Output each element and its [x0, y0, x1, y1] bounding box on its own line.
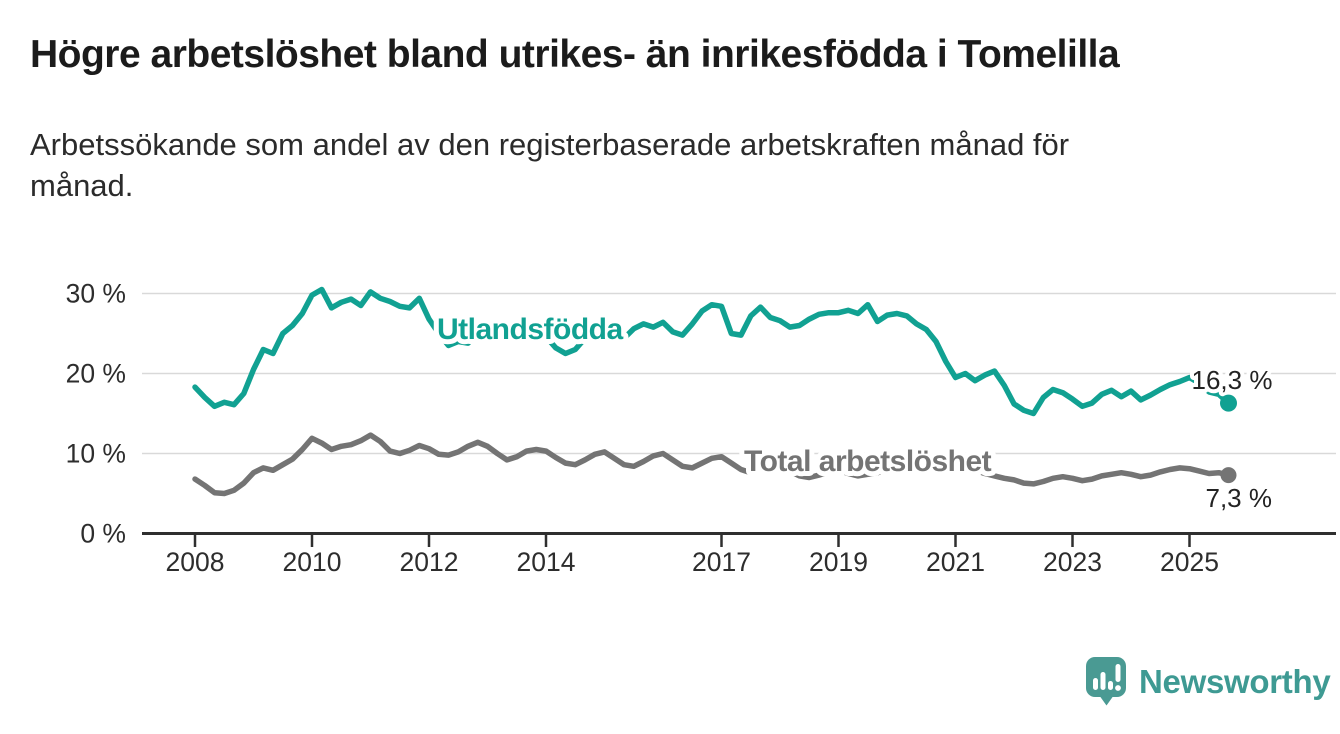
x-axis-label-2023: 2023 — [1043, 547, 1102, 577]
x-axis-label-2010: 2010 — [283, 547, 342, 577]
end-value-label-utlandsfodda: 16,3 % — [1192, 365, 1273, 395]
end-dot-utlandsfodda — [1220, 394, 1237, 412]
x-axis-label-2014: 2014 — [517, 547, 576, 577]
x-axis-label-2019: 2019 — [809, 547, 868, 577]
chart-subtitle-line2: månad. — [30, 168, 134, 203]
newsworthy-logo-text: Newsworthy — [1139, 663, 1331, 700]
chart-subtitle-line1: Arbetssökande som andel av den registerb… — [30, 127, 1070, 162]
x-axis-label-2021: 2021 — [926, 547, 985, 577]
end-dot-total — [1220, 467, 1237, 484]
series-line-utlandsfodda — [192, 286, 1232, 417]
series-label-utlandsfodda: Utlandsfödda — [437, 313, 623, 346]
series-label-total: Total arbetslöshet — [744, 445, 992, 478]
x-axis-label-2012: 2012 — [400, 547, 459, 577]
y-axis-label-20: 20 % — [66, 359, 126, 389]
chart-title: Högre arbetslöshet bland utrikes- än inr… — [30, 33, 1120, 76]
series-line-total — [192, 432, 1232, 497]
y-axis-label-30: 30 % — [66, 279, 126, 309]
x-axis-label-2017: 2017 — [692, 547, 751, 577]
y-axis-label-10: 10 % — [66, 439, 126, 469]
x-axis-label-2008: 2008 — [166, 547, 225, 577]
newsworthy-logo-icon — [1086, 656, 1126, 705]
x-axis-label-2025: 2025 — [1160, 547, 1219, 577]
y-axis-label-0: 0 % — [80, 519, 126, 549]
end-value-label-total: 7,3 % — [1206, 483, 1273, 513]
newsworthy-logo: Newsworthy — [1086, 656, 1331, 706]
chart-subtitle: Arbetssökande som andel av den registerb… — [30, 124, 1250, 206]
